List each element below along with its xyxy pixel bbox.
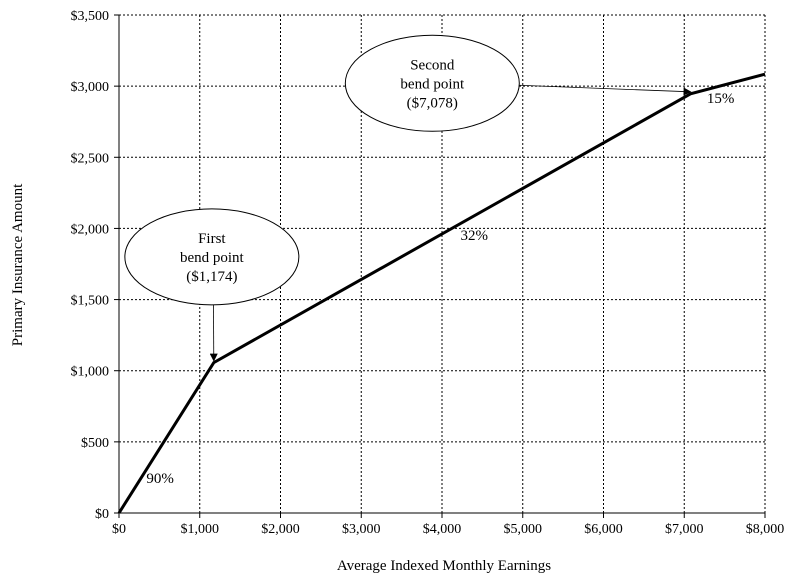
pia-formula-line	[117, 72, 766, 514]
y-tick-label: $0	[95, 507, 109, 522]
y-tick-label: $2,000	[71, 222, 110, 237]
annotation-text: ($7,078)	[407, 95, 458, 111]
x-tick-label: $8,000	[746, 522, 785, 537]
x-tick-label: $5,000	[504, 522, 543, 537]
segment-rate-label: 32%	[461, 228, 489, 244]
y-tick-label: $2,500	[71, 151, 110, 166]
annotation-text: bend point	[180, 250, 245, 266]
y-tick-label: $1,000	[71, 365, 110, 380]
annotation-text: First	[198, 231, 226, 247]
y-tick-label: $3,000	[71, 80, 110, 95]
y-tick-label: $3,500	[71, 9, 110, 24]
annotation-bubble	[344, 34, 520, 132]
x-tick-label: $6,000	[584, 522, 623, 537]
annotation-text: Second	[410, 57, 455, 73]
segment-rate-label: 15%	[707, 91, 735, 107]
y-tick-label: $500	[81, 436, 109, 451]
annotation-text: ($1,174)	[186, 269, 237, 285]
x-tick-label: $4,000	[423, 522, 462, 537]
segment-rate-label: 90%	[146, 471, 174, 487]
annotation-text: bend point	[400, 76, 465, 92]
x-tick-label: $7,000	[665, 522, 704, 537]
x-tick-label: $0	[112, 522, 126, 537]
x-axis-title: Average Indexed Monthly Earnings	[337, 558, 551, 574]
x-tick-label: $1,000	[181, 522, 220, 537]
annotation-bubble	[124, 208, 300, 306]
y-axis-title: Primary Insurance Amount	[10, 183, 26, 346]
annotation-arrow	[519, 84, 692, 96]
y-tick-label: $1,500	[71, 294, 110, 309]
x-tick-label: $2,000	[261, 522, 300, 537]
x-tick-label: $3,000	[342, 522, 381, 537]
